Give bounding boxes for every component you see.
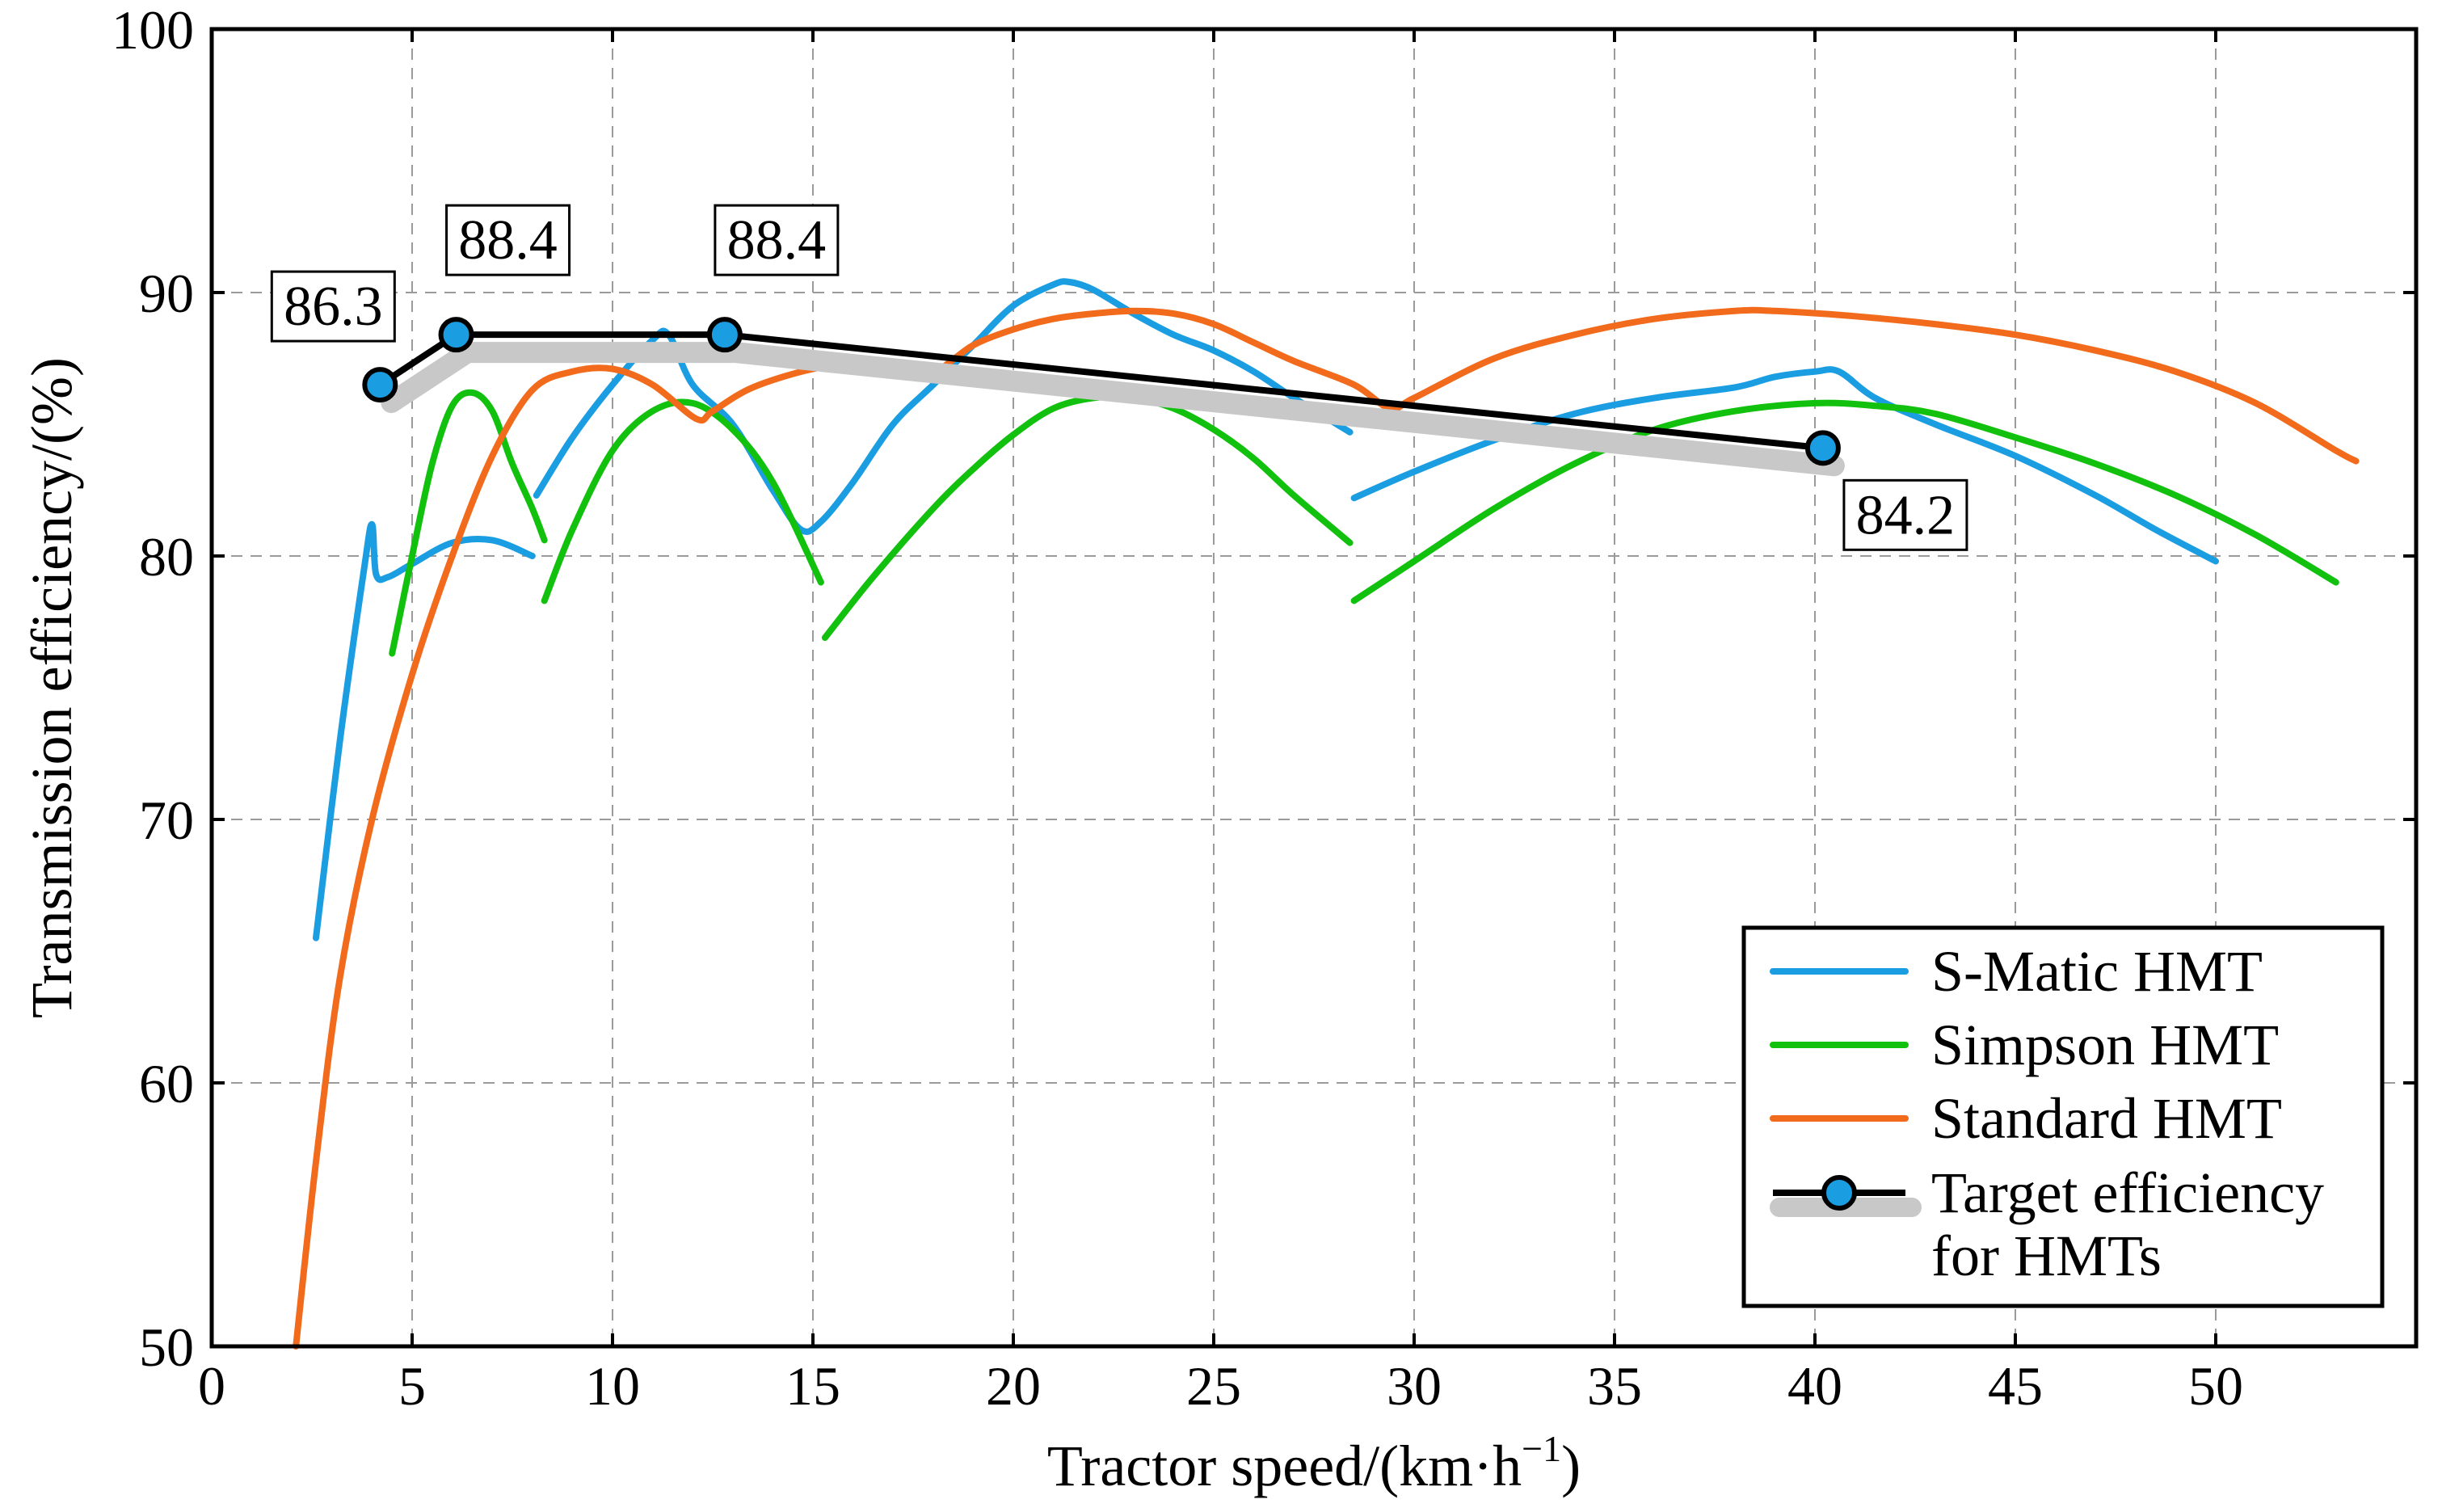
x-tick-label: 25 xyxy=(1186,1355,1241,1417)
x-axis-title-main: Tractor speed/(km·h xyxy=(1047,1434,1522,1498)
callout-box xyxy=(714,204,840,276)
target-line xyxy=(378,331,1824,452)
y-tick-label: 90 xyxy=(139,263,194,324)
legend-label-target-line2: for HMTs xyxy=(1931,1223,2162,1288)
x-tick-label: 20 xyxy=(986,1355,1041,1417)
y-tick-label: 80 xyxy=(139,526,194,588)
callout-box xyxy=(1842,478,1968,551)
callout-value: 88.4 xyxy=(727,209,827,272)
y-tick-label: 100 xyxy=(112,0,194,61)
x-axis-title-superscript: −1 xyxy=(1522,1428,1561,1469)
legend-label-target: Target efficiency xyxy=(1931,1160,2324,1225)
x-tick-label: 10 xyxy=(585,1355,640,1417)
callout-box xyxy=(270,270,396,343)
y-tick-label: 60 xyxy=(139,1053,194,1114)
y-tick-label: 50 xyxy=(139,1316,194,1378)
target-callouts: 86.3 88.4 88.4 84.2 xyxy=(270,204,1968,551)
x-tick-label: 5 xyxy=(398,1355,426,1417)
callout-box xyxy=(445,204,571,276)
x-tick-label: 0 xyxy=(198,1355,225,1417)
x-axis-title: Tractor speed/(km·h−1) xyxy=(1047,1428,1581,1498)
callout-1: 86.3 xyxy=(270,270,396,343)
target-line-shadow xyxy=(381,342,1845,477)
callout-4: 84.2 xyxy=(1842,478,1968,551)
target-point-4 xyxy=(1804,430,1841,466)
series-simpson-hmt-segment-1 xyxy=(389,389,548,657)
callout-value: 86.3 xyxy=(284,276,383,338)
series-s-matic-hmt-segment-2 xyxy=(533,278,1354,535)
legend: S-Matic HMT Simpson HMT Standard HMT Target… xyxy=(1741,925,2385,1308)
x-tick-label: 40 xyxy=(1787,1355,1842,1417)
x-tick-label: 45 xyxy=(1988,1355,2043,1417)
legend-label-3: Standard HMT xyxy=(1931,1086,2282,1151)
callout-2: 88.4 xyxy=(445,204,571,276)
legend-target-marker xyxy=(1821,1175,1857,1211)
x-tick-label: 50 xyxy=(2188,1355,2243,1417)
callout-value: 84.2 xyxy=(1856,484,1956,546)
series-simpson-hmt-segment-4 xyxy=(1350,399,2339,604)
x-axis-title-end: ) xyxy=(1561,1434,1581,1498)
y-axis-title: Transmission efficiency/(%) xyxy=(19,357,84,1018)
legend-label-1: S-Matic HMT xyxy=(1931,939,2263,1004)
x-tick-label: 15 xyxy=(785,1355,840,1417)
x-tick-label: 30 xyxy=(1387,1355,1442,1417)
axis-ticks: 0 5 10 15 20 25 30 35 40 45 50 50 60 70 80 90 100 xyxy=(112,0,2416,1417)
target-point-3 xyxy=(706,317,743,353)
plot-frame xyxy=(209,27,2419,1349)
callout-3: 88.4 xyxy=(714,204,840,276)
series-standard-hmt-segment-1 xyxy=(293,306,2360,1350)
x-tick-label: 35 xyxy=(1587,1355,1642,1417)
y-tick-label: 70 xyxy=(139,790,194,851)
target-series-layer xyxy=(362,317,1845,477)
target-point-1 xyxy=(362,367,398,403)
legend-label-2: Simpson HMT xyxy=(1931,1013,2279,1077)
target-point-2 xyxy=(438,317,474,353)
callout-value: 88.4 xyxy=(458,209,558,272)
